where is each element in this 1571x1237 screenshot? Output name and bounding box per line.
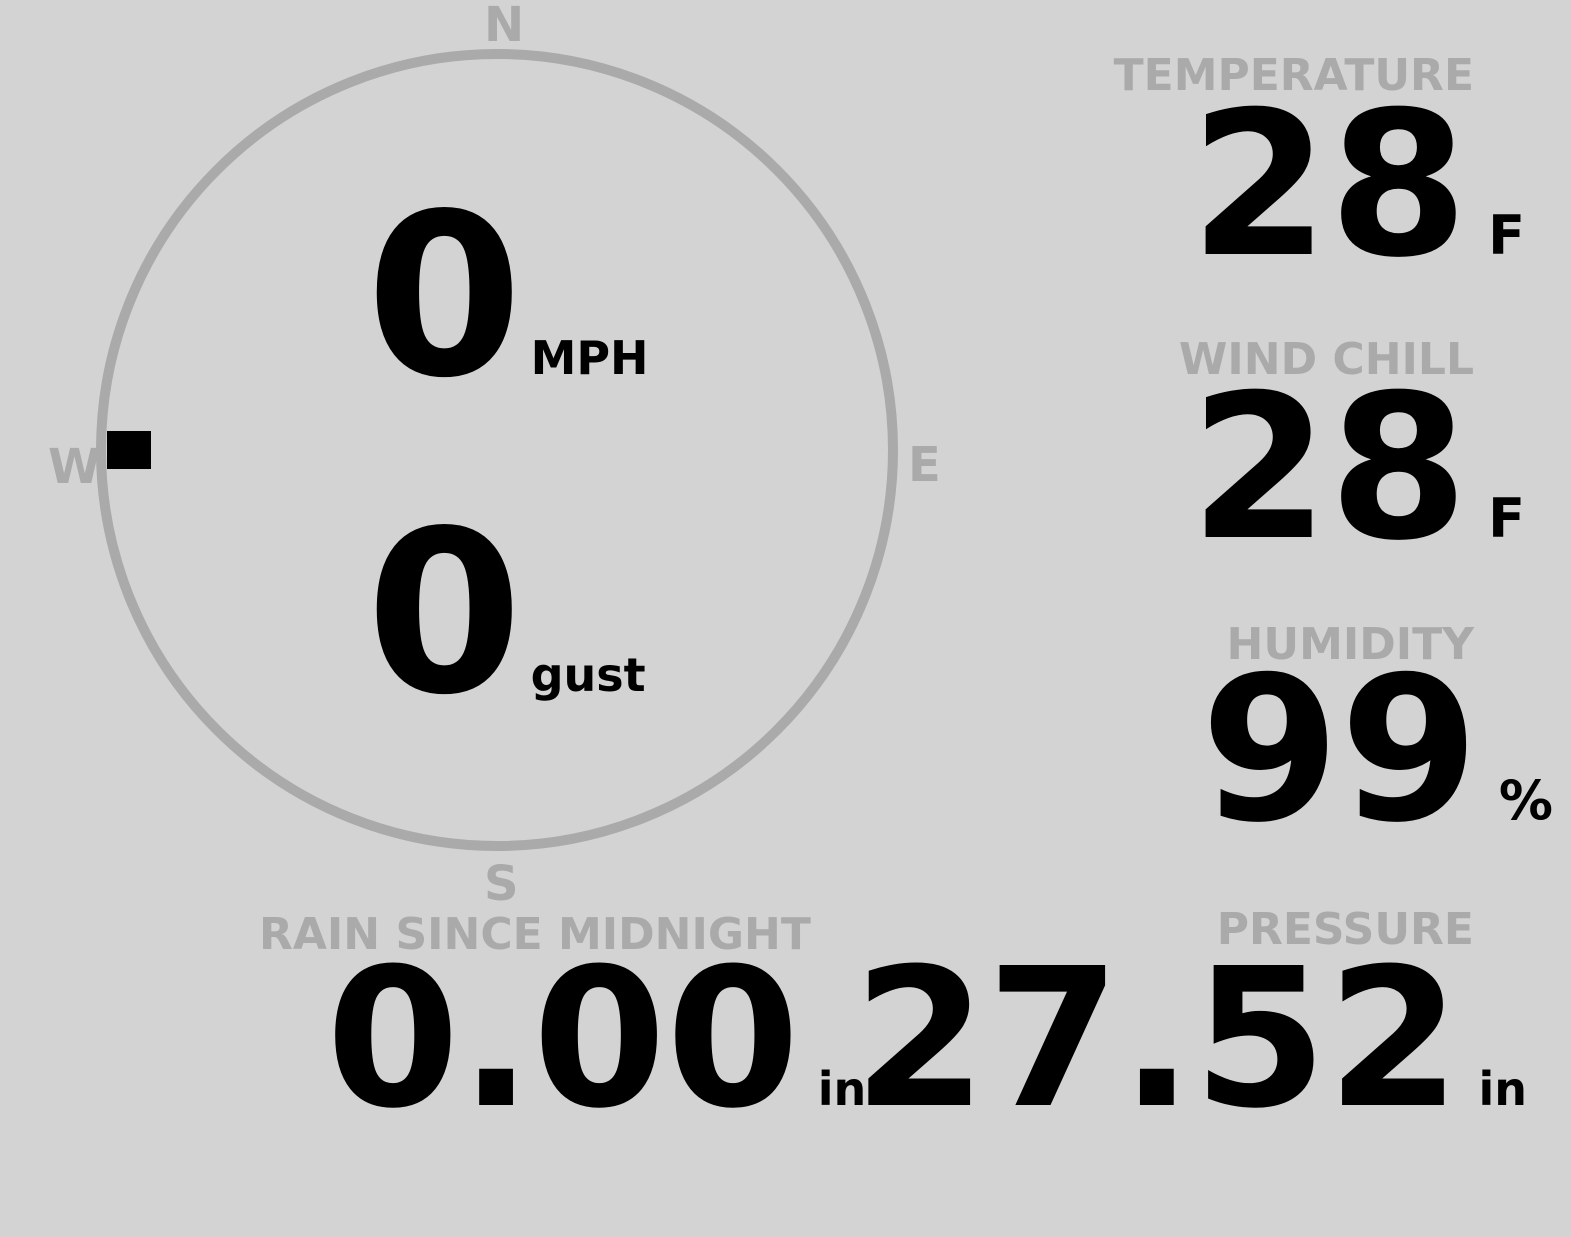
pressure-value: 27.52 bbox=[853, 928, 1461, 1151]
wind-gust-block: 0 gust bbox=[366, 502, 646, 727]
wind-chill-value: 28 bbox=[1189, 352, 1469, 585]
humidity-unit: % bbox=[1498, 769, 1553, 832]
wind-chill-block: 28 F bbox=[1190, 369, 1525, 569]
rain-label: RAIN SINCE MIDNIGHT bbox=[259, 909, 811, 960]
wind-speed-unit: MPH bbox=[530, 331, 649, 385]
pressure-label: PRESSURE bbox=[1216, 904, 1474, 955]
wind-gust-unit: gust bbox=[530, 648, 646, 702]
compass-west-label: W bbox=[48, 439, 101, 495]
temperature-label: TEMPERATURE bbox=[1113, 50, 1474, 101]
rain-unit: in bbox=[817, 1062, 867, 1116]
rain-block: 0.00 in bbox=[326, 944, 866, 1136]
temperature-value: 28 bbox=[1189, 69, 1469, 302]
humidity-block: 99% bbox=[1201, 651, 1553, 851]
compass-south-label: S bbox=[484, 856, 519, 912]
pressure-unit: in bbox=[1478, 1062, 1527, 1116]
rain-value: 0.00 bbox=[326, 928, 800, 1151]
wind-chill-unit: F bbox=[1488, 487, 1525, 550]
compass-ring bbox=[96, 49, 898, 851]
temperature-unit: F bbox=[1488, 204, 1525, 267]
compass-north-label: N bbox=[484, 0, 525, 53]
humidity-value: 99 bbox=[1200, 634, 1479, 867]
wind-direction-needle bbox=[107, 431, 151, 469]
pressure-block: 27.52 in bbox=[853, 944, 1527, 1136]
wind-gust-value: 0 bbox=[366, 483, 523, 745]
humidity-label: HUMIDITY bbox=[1226, 619, 1474, 670]
compass-east-label: E bbox=[908, 437, 941, 493]
temperature-block: 28 F bbox=[1190, 86, 1525, 286]
wind-chill-label: WIND CHILL bbox=[1178, 334, 1474, 385]
wind-speed-value: 0 bbox=[366, 166, 523, 428]
wind-speed-block: 0 MPH bbox=[366, 185, 649, 410]
